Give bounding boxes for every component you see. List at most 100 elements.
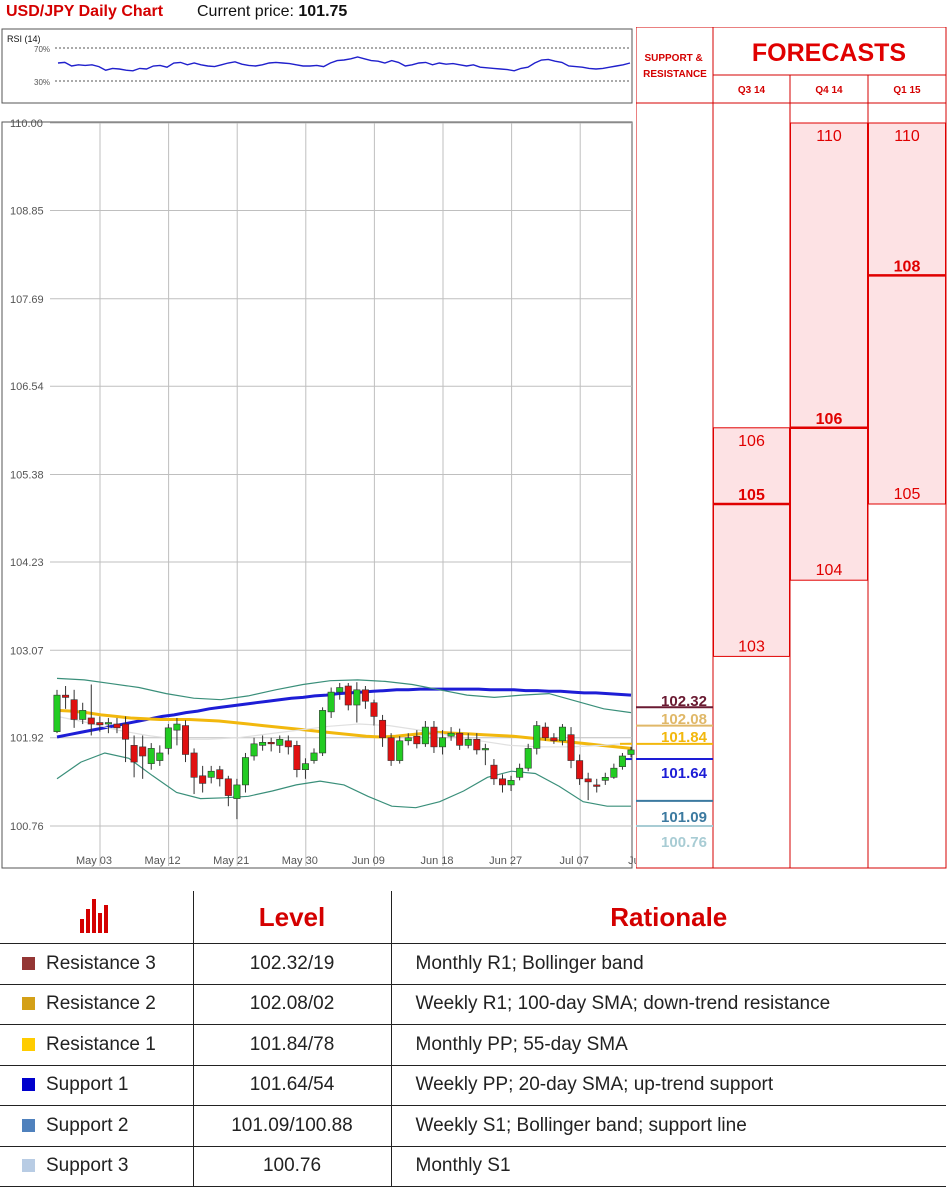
candle-up [507,780,515,786]
forecast-columns: Q3 14 106 105 103 Q4 14 110 106 104 Q1 15 110 108 1… [713,85,946,657]
candle-up [601,777,609,781]
current-price-label: Current price: [197,3,294,20]
level-rationale: Monthly S1 [390,1145,946,1187]
level-rationale: Weekly R1; 100-day SMA; down-trend resis… [390,983,946,1025]
indicator-line-3 [56,677,632,714]
forecast-median-label: 105 [738,487,765,504]
sr-header: SUPPORT & RESISTANCE [643,53,707,80]
candle-up [319,710,327,754]
candle-down [190,752,198,778]
bar-chart-icon-svg [80,898,109,933]
forecast-low-label: 103 [738,638,765,655]
y-tick-label: 107.69 [10,294,44,306]
forecast-col-label: Q3 14 [738,85,766,96]
candle-down [284,740,292,748]
x-tick-label: Jul 07 [560,855,589,867]
table-row: Resistance 3 102.32/19 Monthly R1; Bolling… [0,943,946,985]
candle-up [618,755,626,767]
level-name: Resistance 3 [46,952,156,974]
candle-up [336,687,344,693]
table-row: Support 1 101.64/54 Weekly PP; 20-day SMA;… [0,1064,946,1106]
level-value: 101.64/54 [192,1064,392,1106]
forecast-high-label: 110 [816,128,842,145]
sr-level-label: 102.08 [661,711,707,728]
level-name-cell: Support 3 [0,1145,194,1187]
x-tick-label: Jul 16 [628,855,636,867]
candle-up [353,689,361,706]
forecast-panel: SUPPORT & RESISTANCE FORECASTS Q3 14 106 1… [636,27,947,869]
level-name: Support 3 [46,1155,129,1177]
x-tick-label: Jun 09 [352,855,385,867]
candle-down [379,719,387,739]
sr-header-line2: RESISTANCE [643,69,707,80]
level-rationale: Weekly S1; Bollinger band; support line [390,1105,946,1147]
forecast-range-box [868,122,946,505]
table-header-row: Level Rationale [0,891,946,944]
candle-down [224,778,232,796]
candle-down [593,784,601,787]
candle-up [439,737,447,748]
candle-down [413,735,421,745]
level-name-cell: Resistance 2 [0,983,194,1025]
level-value: 101.09/100.88 [192,1105,392,1147]
candle-up [524,748,532,769]
level-name-cell: Resistance 1 [0,1024,194,1066]
candle-down [370,702,378,717]
y-tick-label: 105.38 [10,470,44,482]
candle-down [430,726,438,748]
x-tick-label: May 21 [213,855,249,867]
candle-down [267,742,275,745]
candle-down [96,722,104,726]
sr-level-label: 102.32 [661,693,707,710]
candle-up [481,748,489,751]
candle-up [396,740,404,761]
candle-up [327,691,335,713]
candle-down [473,738,481,751]
candle-down [541,726,549,739]
chart-title: USD/JPY Daily Chart [6,3,164,20]
candle-down [498,778,506,786]
candle-up [53,694,61,732]
table-row: Resistance 2 102.08/02 Weekly R1; 100-day … [0,983,946,1025]
level-rationale: Weekly PP; 20-day SMA; up-trend support [390,1064,946,1106]
candle-down [216,769,224,780]
candle-down [293,745,301,770]
table-row: Support 2 101.09/100.88 Weekly S1; Bolling… [0,1105,946,1147]
candle-down [456,732,464,746]
levels-body: Resistance 3 102.32/19 Monthly R1; Bolling… [0,943,946,1187]
candle-down [387,737,395,761]
level-color-swatch [22,1037,35,1051]
level-rationale: Monthly PP; 55-day SMA [390,1024,946,1066]
y-tick-label: 101.92 [10,733,44,745]
candle-down [139,746,147,757]
candle-up [447,732,455,737]
rsi-30-label: 30% [34,78,50,87]
x-tick-label: May 30 [282,855,318,867]
level-color-swatch [22,1078,35,1092]
candle-up [464,738,472,746]
level-rationale: Monthly R1; Bollinger band [390,943,946,985]
candle-down [113,723,121,729]
candle-down [182,725,190,755]
level-name: Support 2 [46,1114,129,1136]
level-value: 102.08/02 [192,983,392,1025]
candle-down [130,745,138,763]
y-tick-label: 103.07 [10,645,44,657]
level-header: Level [192,891,392,944]
candle-down [584,778,592,783]
level-color-swatch [22,1118,35,1132]
title-bar: USD/JPY Daily Chart Current price: 101.7… [0,0,632,26]
forecasts-title: FORECASTS [752,39,906,67]
x-tick-label: Jun 27 [489,855,522,867]
levels-table: Level Rationale Resistance 3 102.32/19 Mon… [0,891,946,1187]
candle-up [259,742,267,746]
bar-chart-icon [0,891,194,944]
rsi-label: RSI (14) [7,34,41,44]
level-value: 101.84/78 [192,1024,392,1066]
y-tick-label: 108.85 [10,205,44,217]
level-name: Resistance 1 [46,1033,156,1055]
level-name-cell: Support 1 [0,1064,194,1106]
x-tick-label: Jun 18 [420,855,453,867]
candle-down [576,760,584,780]
